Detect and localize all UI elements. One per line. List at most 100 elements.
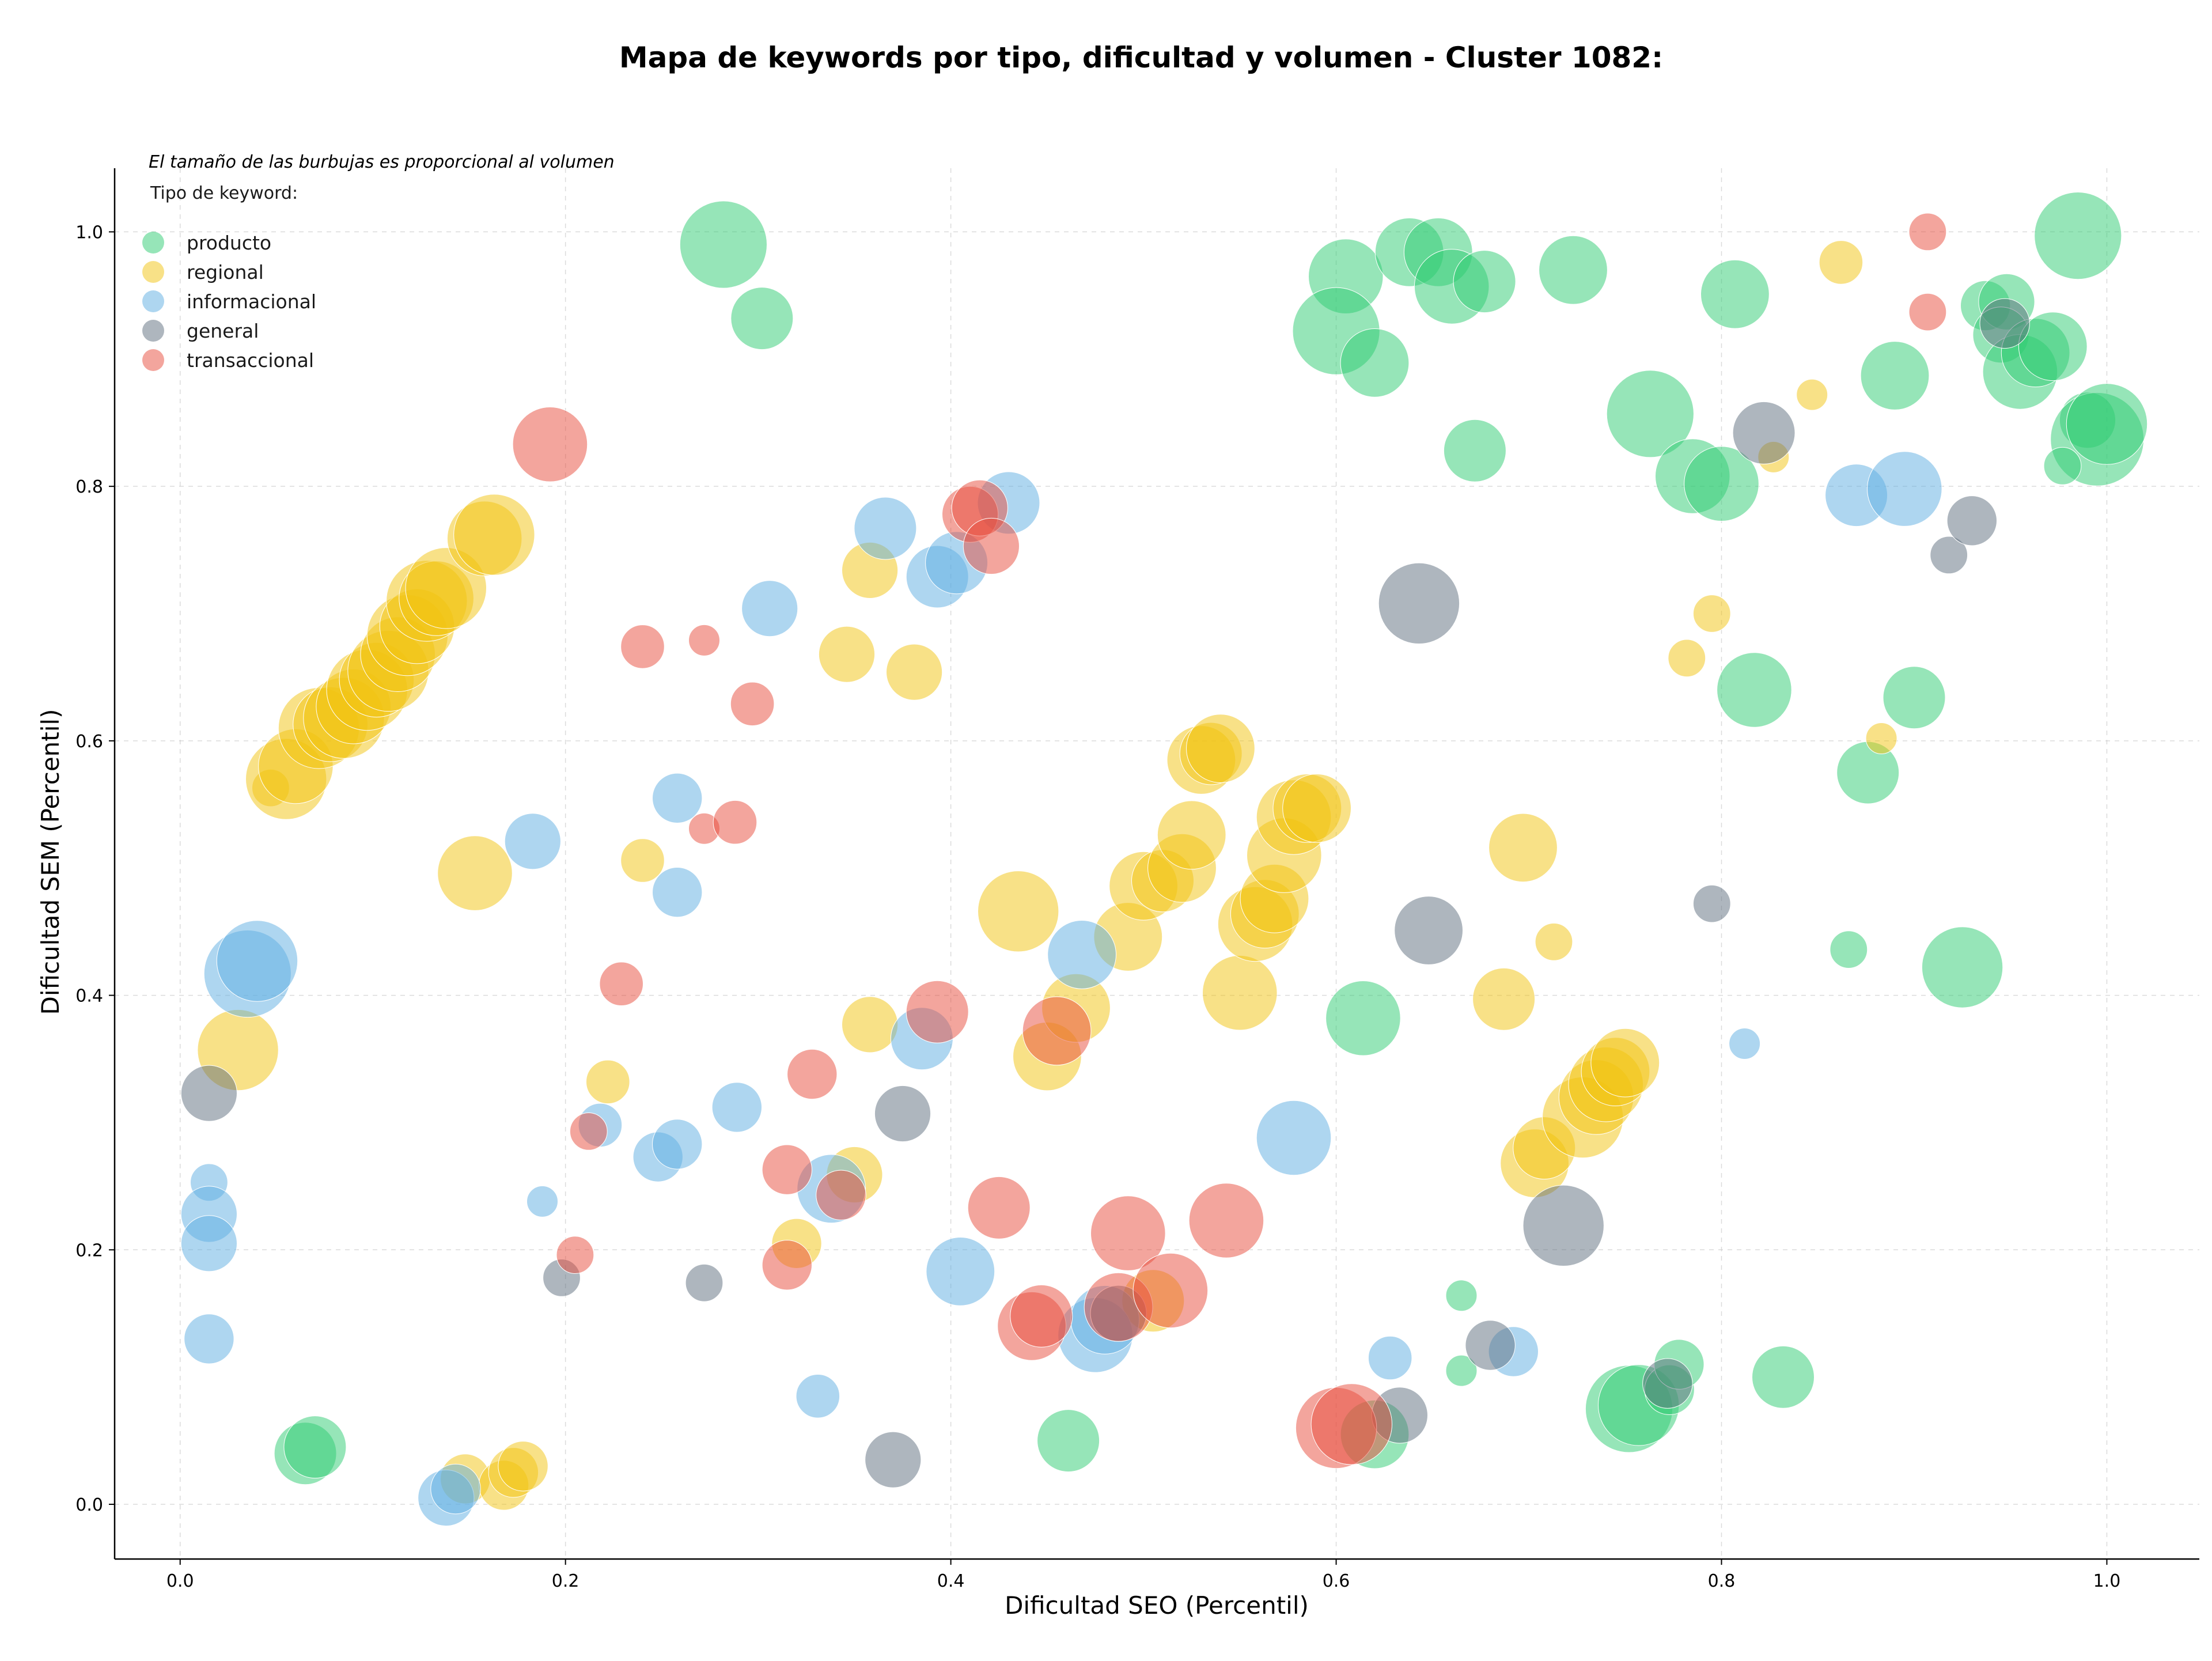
bubble-producto — [1340, 328, 1410, 398]
bubble-regional — [886, 644, 943, 701]
x-tick-label: 0.2 — [552, 1571, 579, 1591]
bubble-producto — [1684, 446, 1759, 522]
bubble-transaccional — [967, 1176, 1031, 1239]
legend-label-informacional: informacional — [187, 290, 316, 313]
bubble-informacional — [504, 813, 561, 870]
bubble-general — [1930, 536, 1968, 574]
bubble-general — [865, 1431, 922, 1488]
size-note: El tamaño de las burbujas es proporciona… — [149, 152, 615, 172]
bubble-transaccional — [762, 1240, 813, 1291]
bubble-transaccional — [762, 1144, 813, 1195]
bubble-transaccional — [556, 1236, 594, 1274]
bubble-producto — [1453, 250, 1516, 313]
bubble-regional — [1819, 240, 1863, 285]
bubble-general — [180, 1065, 237, 1122]
bubble-regional — [1186, 714, 1255, 783]
bubble-informacional — [184, 1314, 234, 1364]
legend-title: Tipo de keyword: — [150, 183, 298, 203]
bubble-producto — [1752, 1345, 1815, 1409]
bubble-producto — [1037, 1409, 1100, 1473]
x-axis-title: Dificultad SEO (Percentil) — [1005, 1591, 1309, 1620]
bubble-producto — [1445, 1354, 1478, 1387]
bubble-informacional — [652, 867, 703, 918]
bubble-regional — [620, 838, 665, 883]
bubble-informacional — [1867, 451, 1942, 527]
bubble-regional — [842, 996, 899, 1053]
bubble-general — [1378, 562, 1460, 645]
bubble-producto — [679, 200, 768, 289]
bubble-producto — [1539, 235, 1608, 305]
bubble-producto — [730, 287, 794, 350]
bubble-regional — [818, 626, 876, 683]
bubble-regional — [498, 1441, 548, 1492]
bubble-regional — [1202, 955, 1278, 1031]
bubble-regional — [1282, 774, 1352, 843]
bubble-informacional — [216, 920, 298, 1002]
y-tick-label: 0.6 — [75, 732, 103, 752]
bubble-transaccional — [1188, 1183, 1264, 1258]
ticks-layer: 0.0 0.2 0.4 0.6 0.8 1.0 0.0 0.2 0.4 0.6 0.8 1.0 — [75, 222, 2120, 1591]
points-layer — [180, 192, 2148, 1527]
legend-label-regional: regional — [187, 261, 264, 283]
bubble-transaccional — [1022, 996, 1092, 1066]
axes-layer — [113, 168, 2199, 1560]
grid-layer — [115, 168, 2199, 1559]
bubble-informacional — [711, 1082, 763, 1133]
bubble-transaccional — [1090, 1195, 1166, 1271]
legend: El tamaño de las burbujas es proporciona… — [142, 152, 615, 372]
bubble-producto — [1830, 930, 1868, 968]
bubble-producto — [1700, 259, 1770, 329]
bubble-regional — [437, 835, 513, 911]
bubble-transaccional — [1908, 213, 1947, 251]
bubble-informacional — [796, 1374, 840, 1418]
bubble-regional — [1590, 1028, 1660, 1098]
bubble-informacional — [652, 773, 703, 824]
bubble-general — [1732, 401, 1796, 464]
y-axis-title: Dificultad SEM (Percentil) — [36, 709, 65, 1015]
bubble-regional — [453, 494, 535, 576]
bubble-general — [1394, 896, 1464, 965]
bubble-transaccional — [1310, 1383, 1393, 1465]
bubble-transaccional — [906, 980, 969, 1043]
bubble-producto — [1860, 341, 1930, 410]
bubble-informacional — [652, 1119, 703, 1170]
legend-label-transaccional: transaccional — [187, 349, 314, 372]
bubble-transaccional — [730, 682, 775, 727]
legend-marker-producto — [142, 232, 164, 253]
bubble-informacional — [1729, 1028, 1761, 1060]
chart-title: Mapa de keywords por tipo, dificultad y … — [619, 41, 1663, 74]
bubble-producto — [2018, 312, 2088, 381]
x-tick-label: 0.4 — [937, 1571, 965, 1591]
bubble-transaccional — [816, 1170, 866, 1221]
bubble-transaccional — [599, 962, 643, 1006]
y-tick-label: 0.4 — [75, 986, 103, 1007]
bubble-informacional — [741, 580, 798, 637]
bubble-transaccional — [963, 517, 1020, 575]
bubble-regional — [1692, 595, 1731, 633]
y-tick-label: 0.0 — [75, 1495, 103, 1515]
bubble-transaccional — [1132, 1253, 1209, 1329]
bubble-transaccional — [713, 800, 757, 845]
bubble-regional — [1157, 800, 1226, 870]
bubble-producto — [2066, 383, 2148, 465]
bubble-producto — [1443, 419, 1506, 482]
bubble-transaccional — [1010, 1284, 1073, 1348]
bubble-producto — [283, 1416, 347, 1479]
bubble-producto — [1445, 1280, 1478, 1312]
bubble-general — [1946, 495, 1998, 546]
bubble-transaccional — [787, 1049, 838, 1100]
bubble-general — [685, 1263, 724, 1302]
bubble-informacional — [430, 1463, 481, 1515]
legend-label-general: general — [187, 320, 259, 342]
x-tick-label: 0.6 — [1323, 1571, 1350, 1591]
x-tick-label: 0.0 — [166, 1571, 194, 1591]
x-tick-label: 0.8 — [1708, 1571, 1736, 1591]
bubble-informacional — [1368, 1335, 1412, 1380]
bubble-regional — [978, 871, 1059, 952]
bubble-regional — [586, 1060, 630, 1104]
bubble-regional — [1535, 922, 1573, 961]
bubble-general — [1979, 298, 2030, 349]
legend-label-producto: producto — [187, 232, 271, 254]
bubble-producto — [1883, 666, 1946, 729]
bubble-general — [1465, 1320, 1516, 1371]
